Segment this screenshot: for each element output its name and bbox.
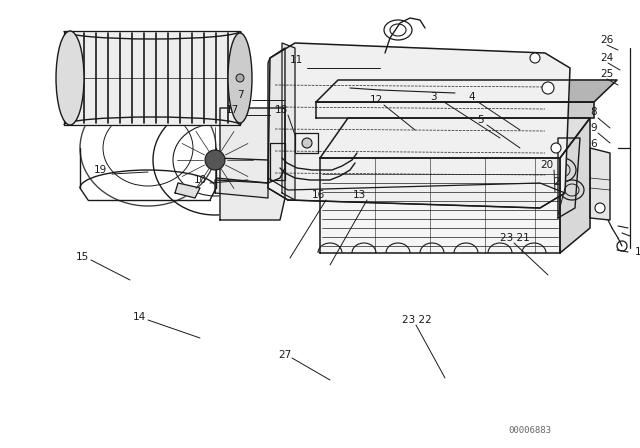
Text: 13: 13 bbox=[353, 190, 366, 200]
Text: 10: 10 bbox=[194, 175, 207, 185]
Ellipse shape bbox=[228, 33, 252, 123]
Text: 8: 8 bbox=[590, 107, 596, 117]
Text: 11: 11 bbox=[290, 55, 303, 65]
Text: 23 22: 23 22 bbox=[402, 315, 432, 325]
Polygon shape bbox=[316, 80, 617, 102]
Text: 17: 17 bbox=[226, 105, 239, 115]
Circle shape bbox=[595, 203, 605, 213]
Text: 5: 5 bbox=[477, 115, 484, 125]
Polygon shape bbox=[295, 133, 318, 153]
Text: 26: 26 bbox=[600, 35, 613, 45]
Polygon shape bbox=[268, 48, 285, 183]
Text: 1: 1 bbox=[635, 247, 640, 257]
Polygon shape bbox=[215, 180, 268, 198]
Polygon shape bbox=[558, 138, 580, 218]
Text: 9: 9 bbox=[590, 123, 596, 133]
Circle shape bbox=[542, 82, 554, 94]
Text: 00006883: 00006883 bbox=[509, 426, 552, 435]
Circle shape bbox=[302, 138, 312, 148]
Text: 3: 3 bbox=[430, 92, 436, 102]
Text: 15: 15 bbox=[76, 252, 89, 262]
Polygon shape bbox=[220, 108, 285, 220]
Polygon shape bbox=[590, 148, 610, 220]
Text: 12: 12 bbox=[370, 95, 383, 105]
Polygon shape bbox=[320, 118, 590, 158]
Text: 20: 20 bbox=[540, 160, 553, 170]
Circle shape bbox=[205, 150, 225, 170]
Text: 19: 19 bbox=[94, 165, 108, 175]
Polygon shape bbox=[268, 43, 570, 208]
Text: 4: 4 bbox=[468, 92, 475, 102]
Polygon shape bbox=[64, 31, 240, 125]
Polygon shape bbox=[282, 43, 295, 200]
Text: 25: 25 bbox=[600, 69, 613, 79]
Text: 7: 7 bbox=[237, 90, 244, 100]
Text: 27: 27 bbox=[278, 350, 291, 360]
Text: 6: 6 bbox=[590, 139, 596, 149]
Ellipse shape bbox=[56, 31, 84, 125]
Polygon shape bbox=[175, 183, 200, 198]
Text: 14: 14 bbox=[133, 312, 147, 322]
Polygon shape bbox=[560, 118, 590, 253]
Text: 18: 18 bbox=[275, 105, 288, 115]
Circle shape bbox=[551, 143, 561, 153]
Text: 24: 24 bbox=[600, 53, 613, 63]
Polygon shape bbox=[270, 143, 285, 180]
Text: 2: 2 bbox=[553, 177, 559, 187]
Circle shape bbox=[236, 74, 244, 82]
Circle shape bbox=[530, 53, 540, 63]
Text: 16: 16 bbox=[312, 190, 325, 200]
Polygon shape bbox=[320, 158, 560, 253]
Text: 23 21: 23 21 bbox=[500, 233, 530, 243]
Polygon shape bbox=[316, 102, 594, 118]
